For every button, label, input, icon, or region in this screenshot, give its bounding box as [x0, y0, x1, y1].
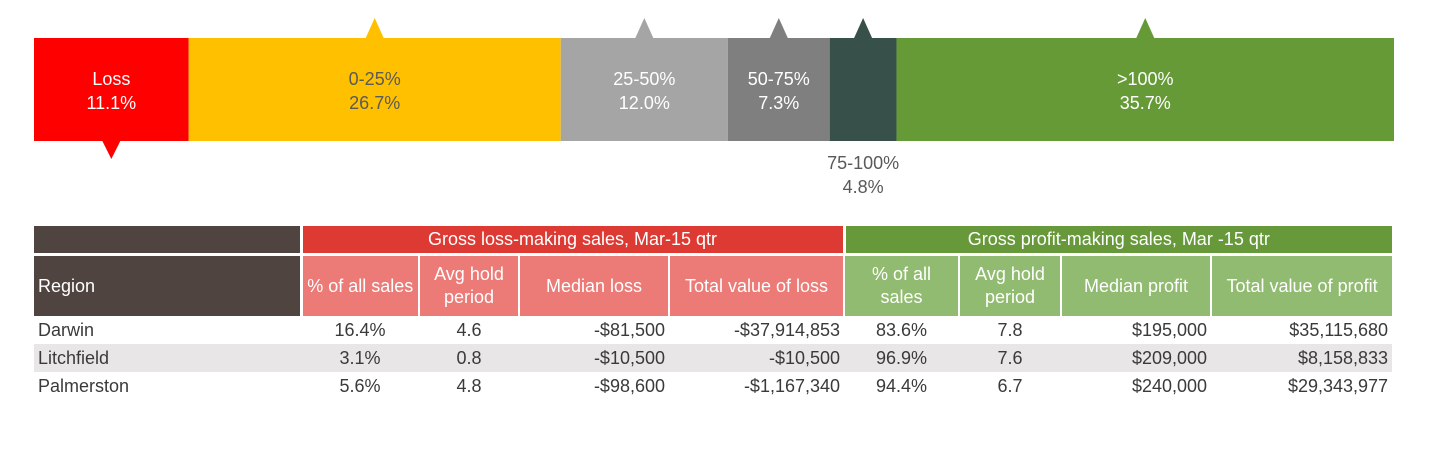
cell-total-loss: -$37,914,853 [733, 319, 841, 340]
col-header-profit-hold: Avg hold period [959, 253, 1063, 316]
cell-median-loss: -$98,600 [593, 375, 665, 396]
segment-marker-0-25 [365, 18, 384, 38]
segment-marker-loss [102, 141, 121, 159]
cell-median-profit: $195,000 [1131, 319, 1208, 340]
col-header-total-profit: Total value of profit [1211, 253, 1393, 316]
cell-region: Darwin [38, 319, 95, 340]
cell-region: Litchfield [34, 344, 301, 372]
bar-segment-75-100 [829, 38, 897, 141]
cell-profit-hold: 7.6 [959, 344, 1062, 372]
segment-label-50-75: 50-75% [748, 69, 810, 89]
bar-segment-50-75 [727, 38, 830, 141]
cell-loss-pct: 5.6% [339, 375, 381, 396]
cell-profit-pct: 96.9% [844, 344, 960, 372]
segment-label-25-50: 25-50% [613, 69, 675, 89]
col-header-loss-hold: Avg hold period [419, 253, 520, 316]
bar-segment-25-50 [560, 38, 728, 141]
table-row: Darwin 16.4% 4.6 -$81,500 -$37,914,853 8… [34, 316, 1392, 344]
col-header-region: Region [34, 253, 303, 316]
cell-loss-hold: 4.6 [456, 319, 482, 340]
cell-median-profit: $240,000 [1131, 375, 1208, 396]
segment-marker-75-100 [854, 18, 873, 38]
segment-label-over-100: >100% [1117, 69, 1174, 89]
col-header-median-profit: Median profit [1061, 253, 1213, 316]
cell-total-profit: $35,115,680 [1289, 319, 1389, 340]
col-header-profit-pct: % of all sales [844, 253, 961, 316]
loss-group-header: Gross loss-making sales, Mar-15 qtr [301, 226, 846, 255]
header-blank-cell [34, 226, 303, 255]
segment-label-75-100: 75-100% [827, 153, 899, 173]
col-header-loss-pct: % of all sales [301, 253, 420, 316]
cell-total-loss: -$10,500 [669, 344, 845, 372]
cell-median-loss: -$81,500 [593, 319, 665, 340]
cell-total-loss: -$1,167,340 [743, 375, 841, 396]
cell-profit-hold: 6.7 [997, 375, 1023, 396]
cell-loss-hold: 0.8 [419, 344, 519, 372]
segment-marker-25-50 [635, 18, 654, 38]
col-header-median-loss: Median loss [519, 253, 670, 316]
cell-loss-pct: 3.1% [301, 344, 419, 372]
segment-value-75-100: 4.8% [843, 177, 884, 197]
segment-label-0-25: 0-25% [349, 69, 401, 89]
cell-median-profit: $209,000 [1061, 344, 1212, 372]
profit-loss-distribution-chart: Loss 11.1% 0-25% 26.7% 25-50% 12.0% 50-75% 7.3%… [34, 18, 1394, 197]
col-header-total-loss: Total value of loss [669, 253, 846, 316]
cell-profit-hold: 7.8 [997, 319, 1023, 340]
cell-loss-pct: 16.4% [334, 319, 386, 340]
cell-profit-pct: 94.4% [876, 375, 928, 396]
segment-marker-50-75 [769, 18, 788, 38]
segment-value-0-25: 26.7% [349, 93, 400, 113]
profit-group-header: Gross profit-making sales, Mar -15 qtr [844, 226, 1393, 255]
cell-total-profit: $8,158,833 [1211, 344, 1393, 372]
table-row: Palmerston 5.6% 4.8 -$98,600 -$1,167,340… [34, 372, 1392, 400]
segment-value-loss: 11.1% [86, 93, 136, 113]
segment-value-over-100: 35.7% [1120, 93, 1171, 113]
sales-summary-table: Gross loss-making sales, Mar-15 qtr Gros… [34, 226, 1393, 400]
cell-region: Palmerston [38, 375, 130, 396]
segment-value-50-75: 7.3% [758, 93, 799, 113]
cell-total-profit: $29,343,977 [1287, 375, 1389, 396]
segment-label-loss: Loss [92, 69, 130, 89]
table-row: Litchfield 3.1% 0.8 -$10,500 -$10,500 96… [34, 344, 1393, 372]
bar-segment-0-25 [188, 38, 561, 141]
cell-median-loss: -$10,500 [519, 344, 669, 372]
bar-segment-loss [34, 38, 189, 141]
cell-loss-hold: 4.8 [456, 375, 482, 396]
segment-value-25-50: 12.0% [619, 93, 670, 113]
cell-profit-pct: 83.6% [876, 319, 928, 340]
segment-marker-over-100 [1136, 18, 1155, 38]
bar-segment-over-100 [896, 38, 1394, 141]
